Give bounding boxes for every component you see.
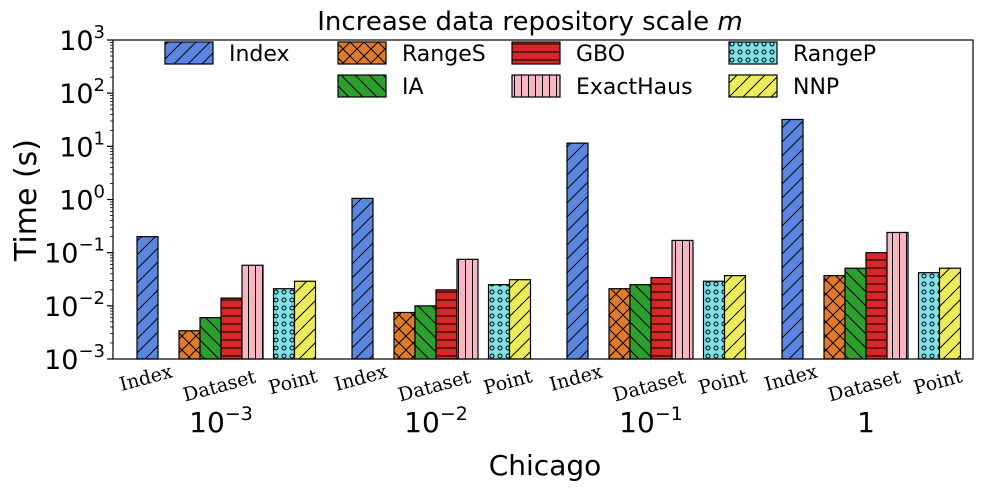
bars bbox=[136, 118, 962, 360]
bar-ia-group-1-hatch bbox=[199, 317, 222, 360]
legend-nnp-label: NNP bbox=[793, 75, 839, 100]
y-tick-label: 10−2 bbox=[44, 288, 105, 323]
y-tick-label: 101 bbox=[59, 128, 105, 163]
subgroup-label-dataset: Dataset bbox=[396, 366, 474, 407]
chart-title: Increase data repository scale m bbox=[317, 7, 742, 37]
legend: Index RangeS GBO RangeP IA ExactHaus NNP bbox=[164, 41, 876, 100]
bar-exacthaus-group-3-hatch bbox=[671, 239, 694, 360]
bar-index-group-1-hatch bbox=[136, 236, 159, 360]
y-tick-label: 102 bbox=[59, 75, 105, 110]
legend-ranges-label: RangeS bbox=[402, 42, 486, 67]
y-axis-label: Time (s) bbox=[9, 139, 44, 262]
group-label: 1 bbox=[857, 406, 875, 439]
subgroup-label-dataset: Dataset bbox=[181, 366, 259, 407]
bar-rangep-group-3-hatch bbox=[702, 280, 726, 360]
legend-index-swatch-hatch bbox=[164, 41, 214, 65]
group-label: 10−1 bbox=[619, 403, 683, 439]
bar-nnp-group-2-hatch bbox=[508, 279, 532, 360]
bar-exacthaus-group-2-hatch bbox=[456, 258, 479, 360]
subgroup-label-index: Index bbox=[117, 361, 175, 396]
bar-gbo-group-3-hatch bbox=[650, 276, 673, 360]
bar-nnp-group-4-hatch bbox=[938, 267, 962, 360]
bar-nnp-group-1-hatch bbox=[293, 280, 317, 360]
bar-index-group-2-hatch bbox=[351, 197, 374, 360]
legend-gbo-swatch-hatch bbox=[511, 41, 561, 65]
x-axis-label: Chicago bbox=[489, 449, 602, 482]
subgroup-label-index: Index bbox=[762, 361, 820, 396]
group-label: 10−2 bbox=[404, 403, 468, 439]
y-tick-label: 103 bbox=[59, 22, 105, 57]
legend-index-label: Index bbox=[229, 42, 290, 67]
bar-ia-group-2-hatch bbox=[414, 305, 437, 360]
bar-index-group-3-hatch bbox=[566, 142, 589, 360]
legend-rangep-label: RangeP bbox=[793, 42, 876, 67]
legend-exacthaus-swatch-hatch bbox=[511, 74, 561, 98]
bar-ranges-group-3-hatch bbox=[608, 288, 631, 360]
bar-ranges-group-4-hatch bbox=[823, 275, 846, 360]
subgroup-label-point: Point bbox=[481, 365, 535, 399]
subgroup-label-index: Index bbox=[332, 361, 390, 396]
bar-gbo-group-2-hatch bbox=[435, 289, 458, 360]
bar-ranges-group-1-hatch bbox=[178, 330, 201, 360]
bar-rangep-group-1-hatch bbox=[272, 288, 296, 360]
legend-nnp-swatch-hatch bbox=[728, 74, 778, 98]
bar-rangep-group-2-hatch bbox=[487, 284, 511, 360]
plot-frame bbox=[112, 39, 974, 360]
bar-ranges-group-2-hatch bbox=[393, 311, 416, 360]
y-tick-label: 100 bbox=[59, 182, 105, 217]
subgroup-label-point: Point bbox=[266, 365, 320, 399]
bar-ia-group-3-hatch bbox=[629, 284, 652, 360]
bar-exacthaus-group-1-hatch bbox=[241, 264, 264, 360]
subgroup-label-point: Point bbox=[911, 365, 965, 399]
y-axis: 10−3 10−2 10−1 100 101 102 103 bbox=[44, 22, 113, 376]
subgroup-label-point: Point bbox=[696, 365, 750, 399]
legend-gbo-label: GBO bbox=[576, 42, 625, 67]
group-label: 10−3 bbox=[189, 403, 253, 439]
legend-ranges-swatch-hatch bbox=[337, 41, 387, 65]
bar-exacthaus-group-4-hatch bbox=[886, 231, 909, 360]
subgroup-label-dataset: Dataset bbox=[826, 366, 904, 407]
subgroup-label-index: Index bbox=[547, 361, 605, 396]
legend-ia-label: IA bbox=[402, 75, 424, 100]
bar-gbo-group-1-hatch bbox=[220, 297, 243, 360]
subgroup-label-dataset: Dataset bbox=[611, 366, 689, 407]
bar-nnp-group-3-hatch bbox=[723, 275, 747, 360]
bar-rangep-group-4-hatch bbox=[917, 272, 941, 360]
y-tick-label: 10−3 bbox=[44, 341, 105, 376]
bar-ia-group-4-hatch bbox=[844, 267, 867, 360]
bar-index-group-4-hatch bbox=[781, 118, 804, 360]
legend-ia-swatch-hatch bbox=[337, 74, 387, 98]
y-tick-label: 10−1 bbox=[44, 235, 105, 270]
legend-exacthaus-label: ExactHaus bbox=[576, 75, 693, 100]
legend-rangep-swatch-hatch bbox=[728, 41, 778, 65]
bar-gbo-group-4-hatch bbox=[865, 252, 888, 360]
